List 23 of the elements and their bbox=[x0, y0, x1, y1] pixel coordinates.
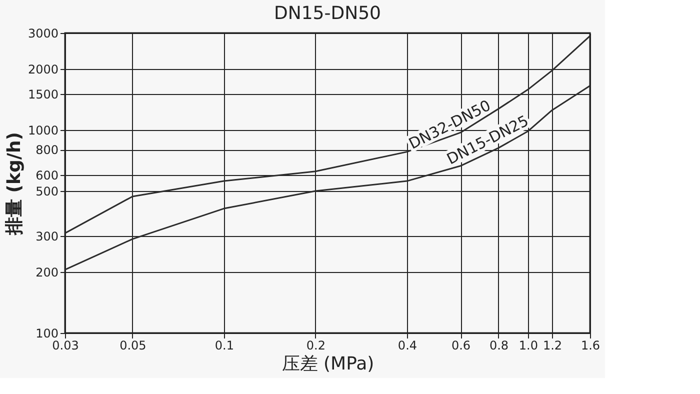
x-tick-label: 0.2 bbox=[306, 338, 326, 352]
y-tick-label: 3000 bbox=[28, 26, 58, 40]
y-tick-label: 2000 bbox=[28, 62, 58, 76]
y-tick-label: 200 bbox=[36, 265, 58, 280]
x-tick-label: 0.6 bbox=[451, 338, 471, 352]
x-tick-label: 0.8 bbox=[489, 338, 509, 352]
y-tick-label: 600 bbox=[36, 168, 58, 182]
y-tick-label: 1000 bbox=[28, 123, 58, 138]
x-tick-label: 0.05 bbox=[120, 338, 146, 352]
x-tick-label: 0.03 bbox=[52, 338, 79, 352]
x-tick-label: 0.1 bbox=[214, 338, 234, 352]
x-tick-label: 1.6 bbox=[580, 338, 600, 352]
x-tick-label: 1.2 bbox=[542, 338, 562, 352]
y-axis-title: 排量 (kg/h) bbox=[4, 132, 25, 236]
x-tick-label: 1.0 bbox=[518, 338, 538, 352]
y-tick-label: 500 bbox=[36, 184, 58, 199]
y-tick-label: 100 bbox=[36, 326, 58, 340]
x-axis-title: 压差 (MPa) bbox=[282, 354, 374, 374]
chart-title: DN15-DN50 bbox=[274, 3, 381, 24]
x-tick-label: 0.4 bbox=[398, 338, 418, 352]
y-tick-label: 800 bbox=[36, 143, 58, 158]
y-tick-label: 300 bbox=[36, 230, 58, 244]
y-tick-label: 1500 bbox=[28, 88, 58, 102]
